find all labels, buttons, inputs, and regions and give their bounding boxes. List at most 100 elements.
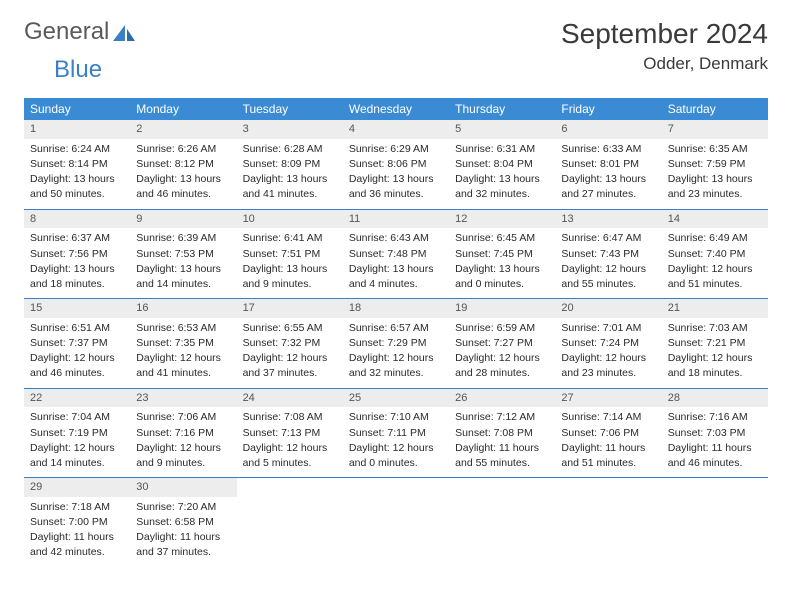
sunrise-line: Sunrise: 6:55 AM: [243, 321, 337, 335]
day-number: 6: [555, 120, 661, 139]
daylight-line: and 5 minutes.: [243, 456, 337, 470]
logo-word1: General: [24, 18, 109, 46]
daylight-line: Daylight: 12 hours: [668, 262, 762, 276]
day-body: Sunrise: 6:49 AMSunset: 7:40 PMDaylight:…: [662, 228, 768, 298]
day-cell: 10Sunrise: 6:41 AMSunset: 7:51 PMDayligh…: [237, 210, 343, 299]
day-body: Sunrise: 7:10 AMSunset: 7:11 PMDaylight:…: [343, 407, 449, 477]
daylight-line: and 4 minutes.: [349, 277, 443, 291]
daylight-line: and 46 minutes.: [668, 456, 762, 470]
sunrise-line: Sunrise: 6:43 AM: [349, 231, 443, 245]
daylight-line: and 23 minutes.: [668, 187, 762, 201]
day-cell: 13Sunrise: 6:47 AMSunset: 7:43 PMDayligh…: [555, 210, 661, 299]
day-cell: 9Sunrise: 6:39 AMSunset: 7:53 PMDaylight…: [130, 210, 236, 299]
sunrise-line: Sunrise: 6:33 AM: [561, 142, 655, 156]
day-body: Sunrise: 6:59 AMSunset: 7:27 PMDaylight:…: [449, 318, 555, 388]
day-cell: 27Sunrise: 7:14 AMSunset: 7:06 PMDayligh…: [555, 389, 661, 478]
empty-cell: [449, 478, 555, 567]
weekday-thursday: Thursday: [449, 98, 555, 120]
day-number: 26: [449, 389, 555, 408]
daylight-line: Daylight: 11 hours: [136, 530, 230, 544]
daylight-line: Daylight: 13 hours: [455, 172, 549, 186]
daylight-line: Daylight: 13 hours: [668, 172, 762, 186]
weekday-saturday: Saturday: [662, 98, 768, 120]
daylight-line: Daylight: 13 hours: [561, 172, 655, 186]
day-cell: 6Sunrise: 6:33 AMSunset: 8:01 PMDaylight…: [555, 120, 661, 209]
daylight-line: Daylight: 13 hours: [30, 262, 124, 276]
logo-word2: Blue: [54, 56, 102, 84]
day-body: Sunrise: 6:29 AMSunset: 8:06 PMDaylight:…: [343, 139, 449, 209]
day-body: Sunrise: 6:53 AMSunset: 7:35 PMDaylight:…: [130, 318, 236, 388]
sunrise-line: Sunrise: 6:57 AM: [349, 321, 443, 335]
day-cell: 20Sunrise: 7:01 AMSunset: 7:24 PMDayligh…: [555, 299, 661, 388]
sunset-line: Sunset: 7:19 PM: [30, 426, 124, 440]
daylight-line: and 0 minutes.: [455, 277, 549, 291]
day-body: Sunrise: 6:37 AMSunset: 7:56 PMDaylight:…: [24, 228, 130, 298]
empty-cell: [237, 478, 343, 567]
weekday-monday: Monday: [130, 98, 236, 120]
day-cell: 3Sunrise: 6:28 AMSunset: 8:09 PMDaylight…: [237, 120, 343, 209]
sunset-line: Sunset: 8:06 PM: [349, 157, 443, 171]
sunset-line: Sunset: 7:21 PM: [668, 336, 762, 350]
daylight-line: Daylight: 13 hours: [455, 262, 549, 276]
day-cell: 21Sunrise: 7:03 AMSunset: 7:21 PMDayligh…: [662, 299, 768, 388]
day-body: Sunrise: 6:31 AMSunset: 8:04 PMDaylight:…: [449, 139, 555, 209]
sunrise-line: Sunrise: 6:35 AM: [668, 142, 762, 156]
week-row: 29Sunrise: 7:18 AMSunset: 7:00 PMDayligh…: [24, 478, 768, 567]
sunrise-line: Sunrise: 7:14 AM: [561, 410, 655, 424]
day-cell: 19Sunrise: 6:59 AMSunset: 7:27 PMDayligh…: [449, 299, 555, 388]
sunset-line: Sunset: 7:32 PM: [243, 336, 337, 350]
weekday-friday: Friday: [555, 98, 661, 120]
daylight-line: Daylight: 12 hours: [561, 262, 655, 276]
daylight-line: Daylight: 13 hours: [243, 262, 337, 276]
daylight-line: Daylight: 12 hours: [243, 441, 337, 455]
daylight-line: and 9 minutes.: [136, 456, 230, 470]
day-body: Sunrise: 7:03 AMSunset: 7:21 PMDaylight:…: [662, 318, 768, 388]
daylight-line: and 32 minutes.: [349, 366, 443, 380]
day-number: 10: [237, 210, 343, 229]
sunset-line: Sunset: 7:00 PM: [30, 515, 124, 529]
day-body: Sunrise: 7:01 AMSunset: 7:24 PMDaylight:…: [555, 318, 661, 388]
daylight-line: and 14 minutes.: [136, 277, 230, 291]
day-number: 14: [662, 210, 768, 229]
sunrise-line: Sunrise: 7:01 AM: [561, 321, 655, 335]
sunrise-line: Sunrise: 6:51 AM: [30, 321, 124, 335]
day-body: Sunrise: 7:16 AMSunset: 7:03 PMDaylight:…: [662, 407, 768, 477]
day-cell: 24Sunrise: 7:08 AMSunset: 7:13 PMDayligh…: [237, 389, 343, 478]
daylight-line: Daylight: 12 hours: [136, 441, 230, 455]
day-cell: 16Sunrise: 6:53 AMSunset: 7:35 PMDayligh…: [130, 299, 236, 388]
daylight-line: and 42 minutes.: [30, 545, 124, 559]
day-number: 7: [662, 120, 768, 139]
daylight-line: Daylight: 11 hours: [30, 530, 124, 544]
day-number: 16: [130, 299, 236, 318]
daylight-line: and 51 minutes.: [561, 456, 655, 470]
sunrise-line: Sunrise: 7:08 AM: [243, 410, 337, 424]
day-cell: 14Sunrise: 6:49 AMSunset: 7:40 PMDayligh…: [662, 210, 768, 299]
sunset-line: Sunset: 8:01 PM: [561, 157, 655, 171]
location: Odder, Denmark: [561, 54, 768, 74]
daylight-line: Daylight: 12 hours: [243, 351, 337, 365]
day-cell: 17Sunrise: 6:55 AMSunset: 7:32 PMDayligh…: [237, 299, 343, 388]
day-number: 9: [130, 210, 236, 229]
day-cell: 15Sunrise: 6:51 AMSunset: 7:37 PMDayligh…: [24, 299, 130, 388]
day-cell: 5Sunrise: 6:31 AMSunset: 8:04 PMDaylight…: [449, 120, 555, 209]
day-cell: 2Sunrise: 6:26 AMSunset: 8:12 PMDaylight…: [130, 120, 236, 209]
daylight-line: Daylight: 12 hours: [136, 351, 230, 365]
day-number: 25: [343, 389, 449, 408]
sunset-line: Sunset: 7:56 PM: [30, 247, 124, 261]
day-body: Sunrise: 7:18 AMSunset: 7:00 PMDaylight:…: [24, 497, 130, 567]
day-number: 8: [24, 210, 130, 229]
daylight-line: Daylight: 11 hours: [561, 441, 655, 455]
sunrise-line: Sunrise: 6:29 AM: [349, 142, 443, 156]
weekday-header: SundayMondayTuesdayWednesdayThursdayFrid…: [24, 98, 768, 120]
daylight-line: and 0 minutes.: [349, 456, 443, 470]
day-body: Sunrise: 6:33 AMSunset: 8:01 PMDaylight:…: [555, 139, 661, 209]
day-body: Sunrise: 6:24 AMSunset: 8:14 PMDaylight:…: [24, 139, 130, 209]
sunset-line: Sunset: 7:27 PM: [455, 336, 549, 350]
day-body: Sunrise: 6:45 AMSunset: 7:45 PMDaylight:…: [449, 228, 555, 298]
title-block: September 2024 Odder, Denmark: [561, 18, 768, 74]
day-body: Sunrise: 6:39 AMSunset: 7:53 PMDaylight:…: [130, 228, 236, 298]
sunset-line: Sunset: 7:03 PM: [668, 426, 762, 440]
sunrise-line: Sunrise: 6:28 AM: [243, 142, 337, 156]
daylight-line: Daylight: 11 hours: [668, 441, 762, 455]
sunrise-line: Sunrise: 7:04 AM: [30, 410, 124, 424]
